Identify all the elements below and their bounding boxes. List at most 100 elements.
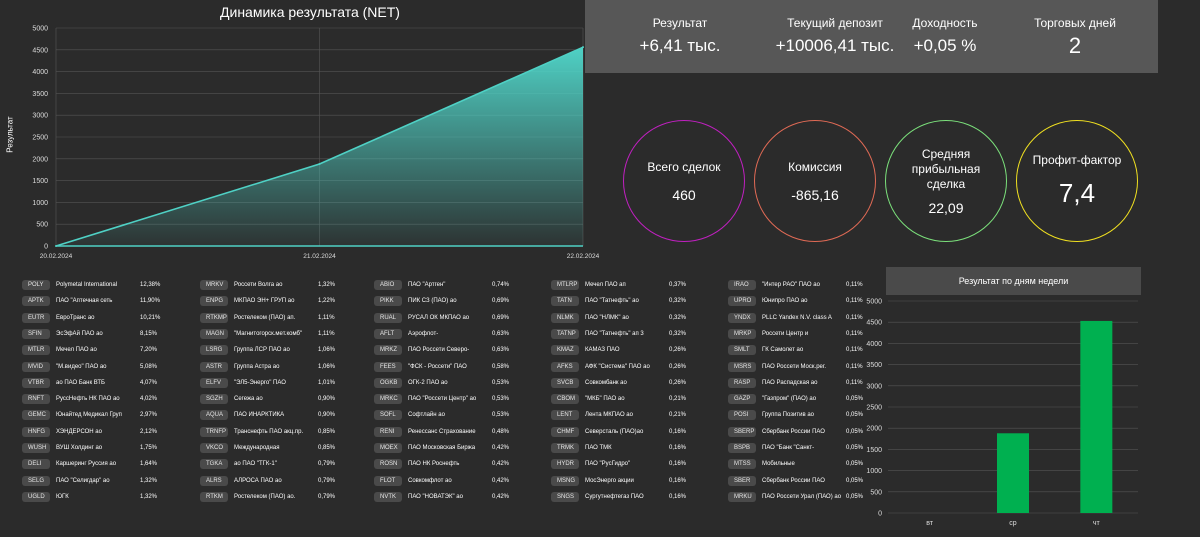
ticker-percent: 0,53% <box>492 412 510 419</box>
ticker-percent: 0,11% <box>846 298 863 305</box>
ticker-row: YNDX PLLC Yandex N.V. class A 0,11% <box>728 311 878 327</box>
ticker-percent: 0,48% <box>492 428 510 435</box>
ticker-row: RASP ПАО Распадская ао 0,11% <box>728 376 878 392</box>
ticker-symbol: LSRG <box>200 345 228 356</box>
ticker-name: Совкомфлот ао <box>408 477 452 484</box>
ticker-symbol: RUAL <box>374 312 402 323</box>
ticker-name: Мобильные <box>762 461 795 468</box>
ticker-percent: 0,05% <box>846 396 864 403</box>
ticker-name: РУСАЛ ОК МКПАО ао <box>408 314 470 321</box>
ticker-row: OGKB ОГК-2 ПАО ао 0,53% <box>374 376 524 392</box>
ticker-percent: 0,21% <box>669 412 687 419</box>
ticker-row: MRKZ ПАО Россети Северо- 0,63% <box>374 343 524 359</box>
ticker-symbol: DELI <box>22 459 50 470</box>
ticker-name: ПАО Россети Северо- <box>408 347 470 354</box>
circle-avg-profit-trade-value: 22,09 <box>928 199 964 216</box>
ticker-row: MAGN "Магнитогорск.мет.комб" 1,11% <box>200 327 350 343</box>
ticker-symbol: ROSN <box>374 459 402 470</box>
ticker-percent: 0,32% <box>669 314 687 321</box>
ticker-name: "М.видео" ПАО ао <box>56 363 107 370</box>
ticker-row: MSRS ПАО Россети Моск.рег. 0,11% <box>728 360 878 376</box>
wd-y-tick-9: 4500 <box>866 320 882 327</box>
ticker-symbol: TATNP <box>551 328 579 339</box>
ticker-symbol: TRMK <box>551 443 579 453</box>
ticker-row: HNFG ХЭНДЕРСОН ао 2,12% <box>22 425 172 441</box>
ticker-row: UPRO Юнипро ПАО ао 0,11% <box>728 294 878 310</box>
ticker-row: SMLT ГК Самолет ао 0,11% <box>728 343 878 359</box>
ticker-name: ПАО ТМК <box>585 445 612 451</box>
ticker-row: MVID "М.видео" ПАО ао 5,08% <box>22 360 172 376</box>
net-y-tick-8: 4000 <box>32 69 48 76</box>
ticker-percent: 0,53% <box>492 396 510 403</box>
ticker-percent: 12,38% <box>140 282 161 288</box>
ticker-row: APTK ПАО "Аптечная сеть 11,90% <box>22 294 172 310</box>
ticker-name: ЮГК <box>56 493 69 500</box>
ticker-percent: 0,05% <box>846 493 864 500</box>
ticker-symbol: ENPG <box>200 296 228 307</box>
circle-commission-value: -865,16 <box>791 186 839 203</box>
ticker-row: KMAZ КАМАЗ ПАО 0,26% <box>551 343 701 359</box>
ticker-percent: 0,85% <box>318 445 336 451</box>
ticker-row: GAZP "Газпром" (ПАО) ао 0,05% <box>728 392 878 408</box>
ticker-symbol: ALRS <box>200 475 228 486</box>
ticker-row: CHMF Северсталь (ПАО)ао 0,16% <box>551 425 701 441</box>
wd-x-tick-1: ср <box>1009 520 1017 527</box>
ticker-percent: 0,26% <box>669 379 687 386</box>
net-y-tick-0: 0 <box>44 244 48 251</box>
ticker-symbol: ELFV <box>200 377 228 388</box>
ticker-name: "Магнитогорск.мет.комб" <box>234 330 303 337</box>
ticker-percent: 11,90% <box>140 298 160 305</box>
wd-y-tick-6: 3000 <box>866 383 882 390</box>
ticker-name: Сургутнефтегаз ПАО <box>585 493 644 500</box>
ticker-symbol: SGZH <box>200 394 228 405</box>
kpi-deposit-label: Текущий депозит <box>787 16 883 30</box>
ticker-row: MRKU ПАО Россети Урал (ПАО) ао 0,05% <box>728 490 878 506</box>
net-result-chart: 0 500 1000 1500 2000 2500 3000 3500 4000 4500 5000… <box>32 26 599 261</box>
ticker-percent: 0,63% <box>492 347 510 354</box>
ticker-name: МКПАО ЭН+ ГРУП ао <box>234 298 295 305</box>
ticker-row: ENPG МКПАО ЭН+ ГРУП ао 1,22% <box>200 294 350 310</box>
kpi-result: Результат +6,41 тыс. <box>615 0 745 56</box>
ticker-percent: 0,69% <box>492 314 510 321</box>
net-y-tick-9: 4500 <box>32 47 48 54</box>
ticker-symbol: YNDX <box>728 312 756 323</box>
circle-commission: Комиссия -865,16 <box>754 120 876 242</box>
net-point-2 <box>582 46 584 49</box>
ticker-percent: 0,85% <box>318 428 336 435</box>
ticker-percent: 0,42% <box>492 477 510 484</box>
ticker-name: Россети Центр и <box>762 330 809 337</box>
ticker-name: АЛРОСА ПАО ао <box>234 477 282 484</box>
ticker-symbol: SELG <box>22 475 50 486</box>
ticker-percent: 4,07% <box>140 379 158 386</box>
ticker-percent: 0,42% <box>492 461 510 468</box>
ticker-row: MTLR Мечел ПАО ао 7,20% <box>22 343 172 359</box>
kpi-result-value: +6,41 тыс. <box>639 36 721 55</box>
ticker-percent: 0,05% <box>846 412 864 419</box>
ticker-symbol: MRKC <box>374 394 402 405</box>
ticker-percent: 0,63% <box>492 330 510 337</box>
ticker-name: КАМАЗ ПАО <box>585 347 620 354</box>
ticker-symbol: MVID <box>22 361 50 372</box>
ticker-name: Сбербанк России ПАО <box>762 428 825 435</box>
ticker-name: МосЭнерго акции <box>585 477 634 484</box>
wd-bar-ср <box>997 433 1029 513</box>
ticker-name: ПАО Россети Урал (ПАО) ао <box>762 493 842 500</box>
ticker-symbol: WUSH <box>22 443 50 453</box>
ticker-symbol: MTLRP <box>551 280 579 290</box>
ticker-percent: 2,12% <box>140 428 158 435</box>
ticker-percent: 1,32% <box>140 477 158 484</box>
net-chart-title: Динамика результата (NET) <box>220 4 400 20</box>
ticker-row: LSRG Группа ЛСР ПАО ао 1,06% <box>200 343 350 359</box>
ticker-name: Россети Волга ао <box>234 282 283 288</box>
ticker-row: AFLT Аэрофлот- 0,63% <box>374 327 524 343</box>
ticker-percent: 0,11% <box>846 363 863 370</box>
ticker-row: TRMK ПАО ТМК 0,16% <box>551 441 701 457</box>
ticker-symbol: SFIN <box>22 328 50 339</box>
ticker-symbol: MOEX <box>374 443 402 453</box>
ticker-symbol: MTLR <box>22 345 50 356</box>
ticker-symbol: GEMC <box>22 410 50 421</box>
ticker-row: SNGS Сургутнефтегаз ПАО 0,16% <box>551 490 701 506</box>
ticker-percent: 1,06% <box>318 363 336 370</box>
ticker-percent: 0,37% <box>669 282 687 288</box>
ticker-row: AFKS АФК "Система" ПАО ао 0,26% <box>551 360 701 376</box>
